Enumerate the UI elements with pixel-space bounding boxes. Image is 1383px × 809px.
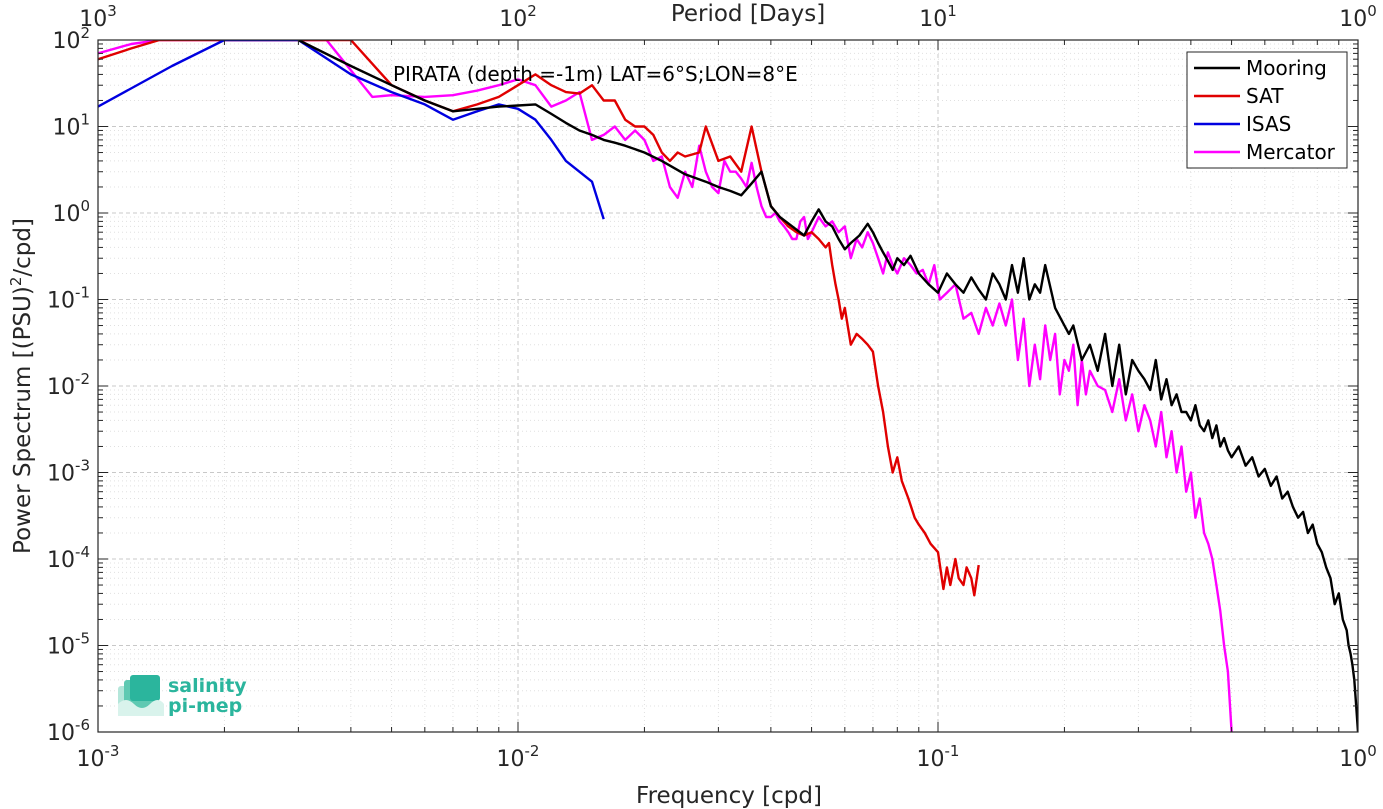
legend-label-mercator: Mercator <box>1246 140 1336 164</box>
y-tick-label: 10-5 <box>47 630 90 660</box>
y-axis-title-tail: /cpd] <box>10 218 36 277</box>
chart-annotation: PIRATA (depth =-1m) LAT=6°S;LON=8°E <box>393 62 798 86</box>
grid <box>97 40 1358 733</box>
x-tick-label: 10-1 <box>917 742 960 772</box>
top-tick-label: 101 <box>919 2 957 32</box>
y-tick-label: 10-3 <box>47 457 90 487</box>
series-line-mooring <box>297 40 1358 732</box>
legend-label-isas: ISAS <box>1246 112 1291 136</box>
y-tick-label: 100 <box>52 197 90 227</box>
y-axis-title-sup: 2 <box>7 277 25 287</box>
legend-label-sat: SAT <box>1246 84 1284 108</box>
x-axis-title: Frequency [cpd] <box>636 783 822 809</box>
logo-text-line1: salinity <box>168 675 247 697</box>
y-tick-label: 10-6 <box>47 716 90 746</box>
top-tick-label: 103 <box>79 2 117 32</box>
salinity-pimep-logo: salinity pi-mep <box>118 675 247 717</box>
y-tick-label: 102 <box>52 24 90 54</box>
top-tick-label: 100 <box>1339 2 1377 32</box>
series-lines <box>98 40 1358 732</box>
series-line-isas <box>98 40 605 220</box>
top-tick-label: 102 <box>499 2 537 32</box>
y-tick-label: 10-1 <box>47 284 90 314</box>
legend-label-mooring: Mooring <box>1246 56 1327 80</box>
y-axis-title-main: Power Spectrum [(PSU) <box>10 286 36 554</box>
y-axis-title: Power Spectrum [(PSU)2/cpd] <box>7 218 36 554</box>
x-tick-label: 10-3 <box>77 742 120 772</box>
tick-marks <box>97 40 1358 733</box>
y-tick-label: 101 <box>52 111 90 141</box>
x-tick-label: 10-2 <box>497 742 540 772</box>
logo-waves-icon <box>118 675 164 716</box>
logo-text-line2: pi-mep <box>168 695 242 717</box>
x-tick-label: 100 <box>1339 742 1377 772</box>
y-tick-label: 10-4 <box>47 543 90 573</box>
y-tick-label: 10-2 <box>47 370 90 400</box>
legend: Mooring SAT ISAS Mercator <box>1186 51 1348 169</box>
legend-box <box>1186 51 1348 169</box>
top-axis-title: Period [Days] <box>671 1 825 27</box>
